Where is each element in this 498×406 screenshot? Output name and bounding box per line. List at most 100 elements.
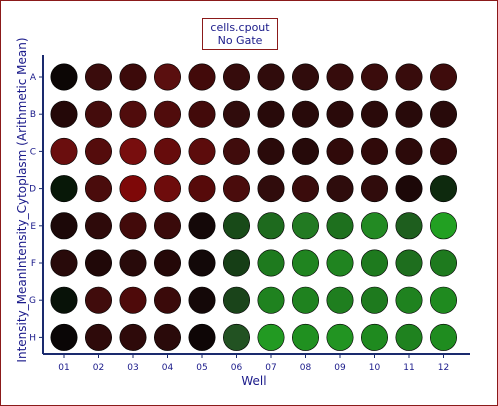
- well-H10[interactable]: [360, 323, 388, 351]
- well-A08[interactable]: [291, 63, 319, 91]
- well-B06[interactable]: [223, 100, 251, 128]
- well-F06[interactable]: [223, 249, 251, 277]
- well-A01[interactable]: [50, 63, 78, 91]
- well-C04[interactable]: [154, 137, 182, 165]
- well-D03[interactable]: [119, 175, 147, 203]
- well-G01[interactable]: [50, 286, 78, 314]
- well-A09[interactable]: [326, 63, 354, 91]
- well-F08[interactable]: [291, 249, 319, 277]
- well-E05[interactable]: [188, 212, 216, 240]
- well-G11[interactable]: [395, 286, 423, 314]
- well-B01[interactable]: [50, 100, 78, 128]
- well-D01[interactable]: [50, 175, 78, 203]
- well-E07[interactable]: [257, 212, 285, 240]
- well-B03[interactable]: [119, 100, 147, 128]
- well-F07[interactable]: [257, 249, 285, 277]
- well-G12[interactable]: [429, 286, 457, 314]
- well-A02[interactable]: [85, 63, 113, 91]
- well-A12[interactable]: [429, 63, 457, 91]
- well-H11[interactable]: [395, 323, 423, 351]
- well-A10[interactable]: [360, 63, 388, 91]
- well-B02[interactable]: [85, 100, 113, 128]
- well-G04[interactable]: [154, 286, 182, 314]
- well-B07[interactable]: [257, 100, 285, 128]
- well-D08[interactable]: [291, 175, 319, 203]
- well-F02[interactable]: [85, 249, 113, 277]
- well-D07[interactable]: [257, 175, 285, 203]
- well-G07[interactable]: [257, 286, 285, 314]
- well-F11[interactable]: [395, 249, 423, 277]
- well-G03[interactable]: [119, 286, 147, 314]
- well-C05[interactable]: [188, 137, 216, 165]
- legend-box: cells.cpout No Gate: [202, 18, 278, 50]
- well-C07[interactable]: [257, 137, 285, 165]
- well-F05[interactable]: [188, 249, 216, 277]
- well-D09[interactable]: [326, 175, 354, 203]
- well-E12[interactable]: [429, 212, 457, 240]
- well-E03[interactable]: [119, 212, 147, 240]
- well-B11[interactable]: [395, 100, 423, 128]
- well-H05[interactable]: [188, 323, 216, 351]
- well-B10[interactable]: [360, 100, 388, 128]
- x-tick-label-09: 09: [334, 363, 346, 373]
- well-C02[interactable]: [85, 137, 113, 165]
- well-H07[interactable]: [257, 323, 285, 351]
- well-D05[interactable]: [188, 175, 216, 203]
- well-B04[interactable]: [154, 100, 182, 128]
- well-A05[interactable]: [188, 63, 216, 91]
- well-H02[interactable]: [85, 323, 113, 351]
- well-F10[interactable]: [360, 249, 388, 277]
- x-tick-label-12: 12: [438, 363, 449, 373]
- well-F03[interactable]: [119, 249, 147, 277]
- well-D11[interactable]: [395, 175, 423, 203]
- well-A11[interactable]: [395, 63, 423, 91]
- well-G06[interactable]: [223, 286, 251, 314]
- well-H08[interactable]: [291, 323, 319, 351]
- well-D02[interactable]: [85, 175, 113, 203]
- well-H04[interactable]: [154, 323, 182, 351]
- well-B05[interactable]: [188, 100, 216, 128]
- well-C01[interactable]: [50, 137, 78, 165]
- well-F12[interactable]: [429, 249, 457, 277]
- well-C11[interactable]: [395, 137, 423, 165]
- well-A04[interactable]: [154, 63, 182, 91]
- well-G05[interactable]: [188, 286, 216, 314]
- well-E02[interactable]: [85, 212, 113, 240]
- well-H03[interactable]: [119, 323, 147, 351]
- well-E08[interactable]: [291, 212, 319, 240]
- well-D12[interactable]: [429, 175, 457, 203]
- well-B12[interactable]: [429, 100, 457, 128]
- well-G08[interactable]: [291, 286, 319, 314]
- well-C03[interactable]: [119, 137, 147, 165]
- well-E04[interactable]: [154, 212, 182, 240]
- well-G10[interactable]: [360, 286, 388, 314]
- well-H01[interactable]: [50, 323, 78, 351]
- well-G02[interactable]: [85, 286, 113, 314]
- well-F09[interactable]: [326, 249, 354, 277]
- well-F01[interactable]: [50, 249, 78, 277]
- well-C12[interactable]: [429, 137, 457, 165]
- well-C06[interactable]: [223, 137, 251, 165]
- well-E09[interactable]: [326, 212, 354, 240]
- well-C09[interactable]: [326, 137, 354, 165]
- well-H06[interactable]: [223, 323, 251, 351]
- well-A07[interactable]: [257, 63, 285, 91]
- well-G09[interactable]: [326, 286, 354, 314]
- well-C08[interactable]: [291, 137, 319, 165]
- well-A03[interactable]: [119, 63, 147, 91]
- well-F04[interactable]: [154, 249, 182, 277]
- well-B09[interactable]: [326, 100, 354, 128]
- well-E01[interactable]: [50, 212, 78, 240]
- well-B08[interactable]: [291, 100, 319, 128]
- well-H12[interactable]: [429, 323, 457, 351]
- well-H09[interactable]: [326, 323, 354, 351]
- well-D04[interactable]: [154, 175, 182, 203]
- well-C10[interactable]: [360, 137, 388, 165]
- well-A06[interactable]: [223, 63, 251, 91]
- well-E06[interactable]: [223, 212, 251, 240]
- y-tick-label-E: E: [30, 222, 36, 232]
- well-D06[interactable]: [223, 175, 251, 203]
- well-D10[interactable]: [360, 175, 388, 203]
- well-E11[interactable]: [395, 212, 423, 240]
- well-E10[interactable]: [360, 212, 388, 240]
